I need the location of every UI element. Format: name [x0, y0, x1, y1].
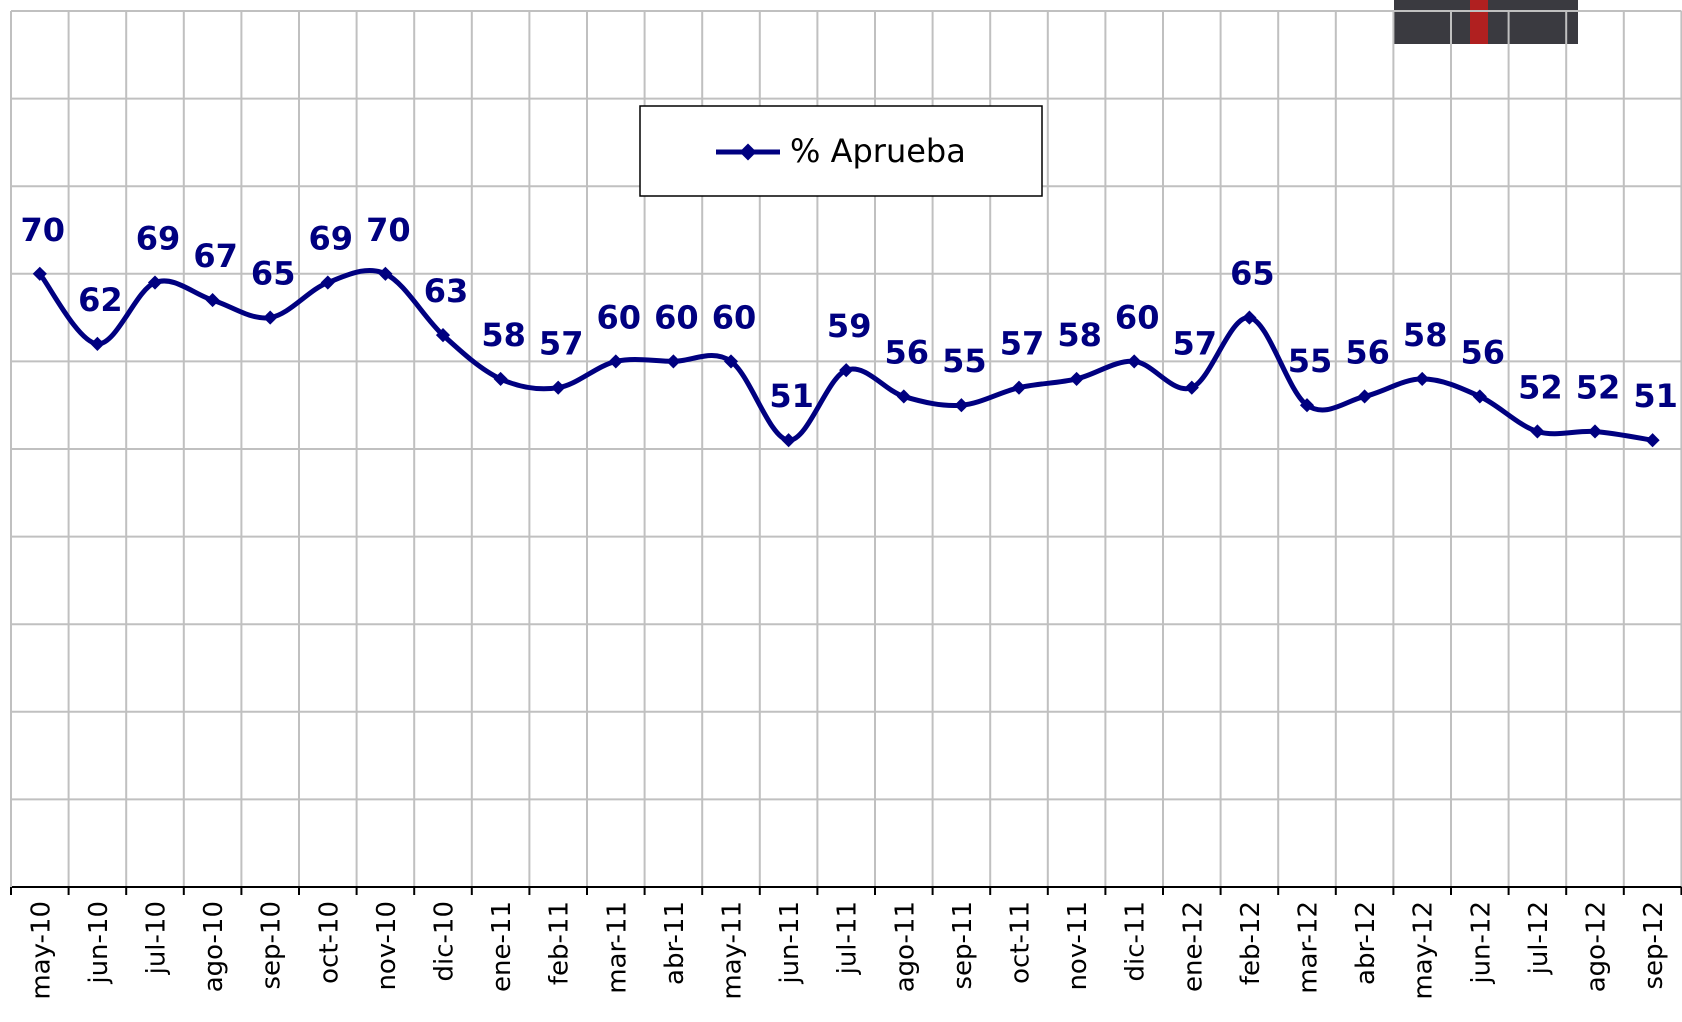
- point-marker: [1645, 433, 1660, 448]
- x-tick-label: abr-11: [660, 901, 690, 985]
- point-marker: [723, 354, 739, 369]
- x-tick-label: abr-12: [1351, 901, 1381, 985]
- data-label: 69: [309, 220, 354, 258]
- x-tick-label: oct-10: [314, 901, 344, 984]
- data-label: 69: [136, 220, 181, 258]
- legend-box: [639, 105, 1043, 197]
- point-marker: [1530, 424, 1545, 439]
- x-tick-label: jul-10: [142, 901, 172, 975]
- data-label: 65: [1230, 255, 1275, 293]
- data-label: 65: [251, 255, 296, 293]
- data-label: 55: [942, 342, 987, 380]
- data-label: 56: [885, 333, 930, 371]
- legend-marker: [739, 143, 757, 161]
- x-tick-label: jul-12: [1524, 901, 1554, 975]
- data-label: 51: [769, 377, 814, 415]
- point-marker: [1184, 380, 1199, 395]
- x-tick-label: oct-11: [1006, 901, 1036, 984]
- x-tick-label: ago-10: [199, 901, 229, 992]
- data-label: 56: [1461, 333, 1506, 371]
- point-marker: [954, 398, 969, 413]
- x-tick-label: sep-10: [257, 901, 287, 990]
- data-label: 59: [827, 307, 872, 345]
- data-label: 58: [481, 316, 526, 354]
- data-label: 60: [654, 298, 699, 336]
- x-tick-label: ago-12: [1582, 901, 1612, 992]
- point-marker: [1242, 310, 1257, 325]
- x-tick-label: dic-10: [430, 901, 460, 982]
- x-tick-label: may-11: [718, 901, 748, 1000]
- point-marker: [1472, 389, 1487, 404]
- x-tick-label: nov-10: [372, 901, 402, 991]
- x-tick-label: feb-12: [1236, 901, 1266, 985]
- x-tick-label: jun-12: [1466, 901, 1496, 985]
- x-tick-label: may-10: [26, 901, 56, 1000]
- data-label: 58: [1057, 316, 1102, 354]
- point-marker: [320, 275, 335, 290]
- x-tick-label: ene-12: [1178, 901, 1208, 992]
- x-tick-label: sep-11: [948, 901, 978, 990]
- x-tick-label: feb-11: [545, 901, 575, 985]
- x-tick-label: may-12: [1409, 901, 1439, 1000]
- data-label: 60: [597, 298, 642, 336]
- data-label: 60: [712, 298, 757, 336]
- data-label: 70: [21, 211, 66, 249]
- x-tick-label: ene-11: [487, 901, 517, 992]
- point-marker: [378, 266, 393, 281]
- data-label: 57: [539, 325, 584, 363]
- point-marker: [1357, 389, 1372, 404]
- x-tick-label: mar-11: [602, 901, 632, 994]
- x-tick-label: ago-11: [890, 901, 920, 992]
- x-tick-label: nov-11: [1063, 901, 1093, 991]
- point-marker: [666, 354, 681, 369]
- point-marker: [493, 371, 508, 386]
- data-label: 63: [424, 272, 469, 310]
- x-tick-label: dic-11: [1121, 901, 1151, 982]
- point-marker: [1299, 398, 1315, 413]
- point-marker: [839, 363, 854, 378]
- data-label: 56: [1345, 333, 1390, 371]
- data-label: 55: [1288, 342, 1333, 380]
- point-marker: [147, 275, 163, 290]
- point-marker: [608, 354, 623, 369]
- data-label: 52: [1576, 368, 1621, 406]
- data-label: 70: [366, 211, 411, 249]
- data-label: 62: [78, 281, 123, 319]
- point-marker: [205, 293, 220, 308]
- point-marker: [435, 328, 451, 343]
- legend: % Aprueba: [639, 105, 1043, 197]
- point-marker: [263, 310, 278, 325]
- point-marker: [90, 336, 105, 351]
- x-tick-label: jul-11: [833, 901, 863, 975]
- point-marker: [1069, 371, 1084, 386]
- point-marker: [1011, 380, 1027, 395]
- data-label: 67: [193, 237, 238, 275]
- data-label: 60: [1115, 298, 1160, 336]
- point-marker: [551, 380, 566, 395]
- point-marker: [1127, 354, 1142, 369]
- x-tick-label: jun-11: [775, 901, 805, 985]
- point-marker: [896, 389, 911, 404]
- legend-label: % Aprueba: [790, 132, 966, 170]
- data-label: 57: [1000, 325, 1045, 363]
- series-line: [37, 267, 1653, 443]
- x-tick-label: jun-10: [84, 901, 114, 985]
- data-label: 58: [1403, 316, 1448, 354]
- point-marker: [781, 433, 796, 448]
- point-marker: [1587, 424, 1603, 439]
- photo-tie: [1470, 0, 1488, 44]
- point-marker: [1415, 371, 1430, 386]
- x-tick-label: mar-12: [1294, 901, 1324, 994]
- data-label: 57: [1173, 325, 1218, 363]
- x-tick-label: sep-12: [1639, 901, 1669, 990]
- point-marker: [32, 266, 47, 281]
- data-label: 51: [1633, 377, 1678, 415]
- data-label: 52: [1518, 368, 1563, 406]
